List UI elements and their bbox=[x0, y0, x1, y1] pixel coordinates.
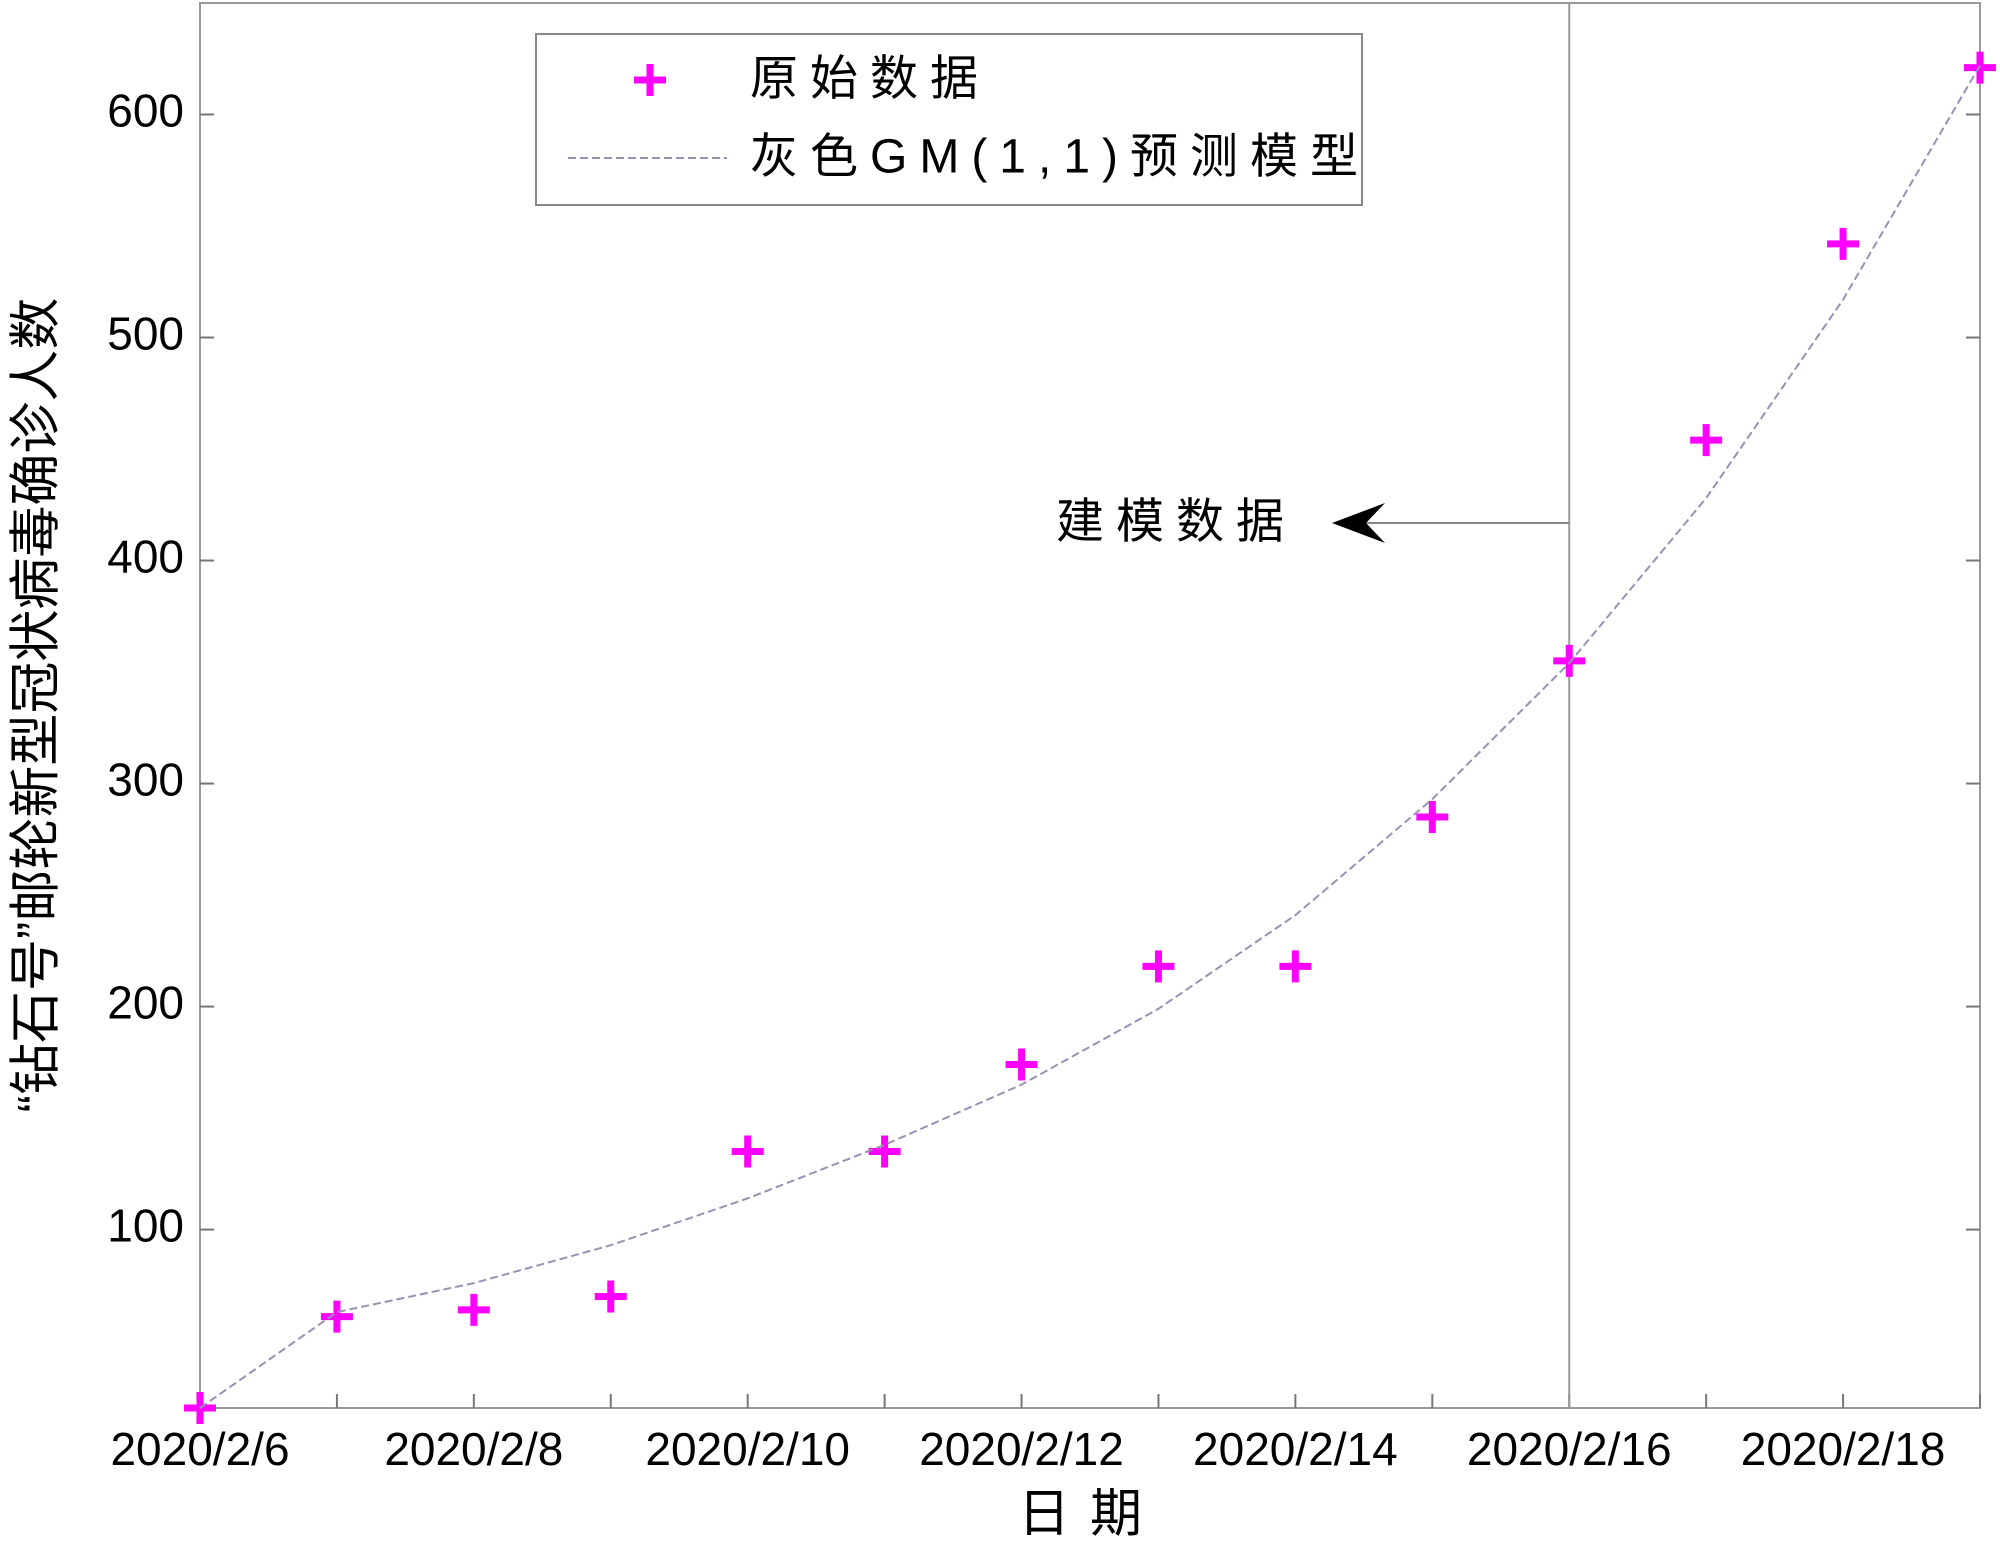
data-point bbox=[320, 1300, 353, 1333]
data-point bbox=[1690, 424, 1723, 457]
y-tick-label: 300 bbox=[107, 754, 184, 806]
annotation-arrowhead bbox=[1332, 503, 1385, 543]
x-axis-label: 日期 bbox=[1018, 1486, 1162, 1544]
data-point bbox=[731, 1135, 764, 1168]
data-point bbox=[868, 1135, 901, 1168]
data-point bbox=[1827, 227, 1860, 260]
data-point bbox=[1553, 644, 1586, 677]
data-point bbox=[1416, 801, 1449, 834]
x-tick-label: 2020/2/16 bbox=[1467, 1423, 1672, 1475]
y-tick-label: 200 bbox=[107, 977, 184, 1029]
model-line bbox=[199, 64, 1981, 1409]
x-tick-label: 2020/2/14 bbox=[1193, 1423, 1398, 1475]
data-point bbox=[594, 1280, 627, 1313]
plot-frame bbox=[199, 2, 1981, 1409]
x-tick-label: 2020/2/18 bbox=[1741, 1423, 1946, 1475]
y-tick-label: 600 bbox=[107, 85, 184, 137]
legend-label: 灰色GM(1,1)预测模型 bbox=[750, 131, 1370, 184]
y-tick-label: 100 bbox=[107, 1200, 184, 1252]
x-tick-label: 2020/2/12 bbox=[919, 1423, 1124, 1475]
data-point bbox=[1279, 950, 1312, 983]
data-point bbox=[1005, 1048, 1038, 1081]
legend-label: 原始数据 bbox=[750, 53, 990, 106]
annotation: 建模数据 bbox=[1056, 496, 1296, 549]
legend-box bbox=[535, 33, 1363, 206]
y-tick-label: 400 bbox=[107, 531, 184, 583]
y-tick-label: 500 bbox=[107, 308, 184, 360]
data-point bbox=[457, 1293, 490, 1326]
data-point bbox=[634, 64, 666, 96]
data-point bbox=[1142, 950, 1175, 983]
x-tick-label: 2020/2/6 bbox=[110, 1423, 289, 1475]
data-point bbox=[1964, 51, 1996, 84]
y-axis-label: “钻石号”邮轮新型冠状病毒确诊人数 bbox=[8, 298, 66, 1113]
x-tick-label: 2020/2/10 bbox=[645, 1423, 850, 1475]
x-tick-label: 2020/2/8 bbox=[384, 1423, 563, 1475]
